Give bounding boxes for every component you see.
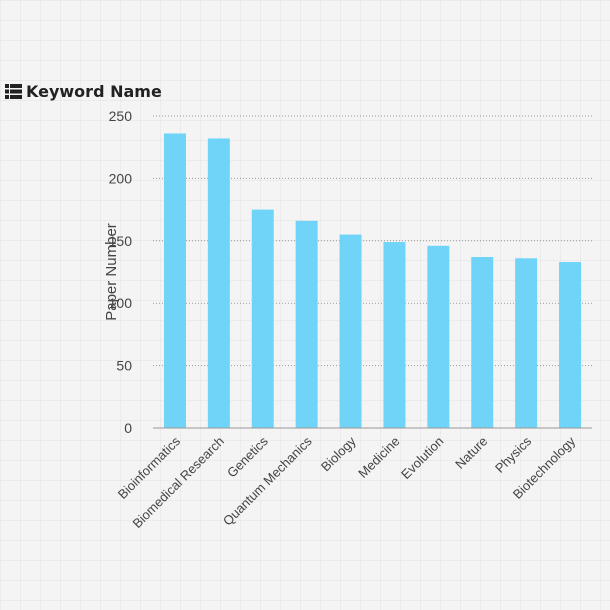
bar[interactable] — [207, 138, 230, 429]
x-tick-label: Evolution — [398, 434, 446, 482]
panel-header: Keyword Name — [5, 82, 162, 101]
x-tick-label: Physics — [492, 433, 535, 476]
y-tick-label: 250 — [109, 108, 133, 124]
list-icon — [5, 84, 22, 99]
x-tick-label: Biology — [318, 433, 359, 474]
y-tick-label: 0 — [124, 420, 132, 436]
x-tick-label: Nature — [452, 434, 490, 472]
x-tick-label: Medicine — [355, 434, 402, 481]
bars — [163, 133, 582, 429]
y-tick-label: 50 — [116, 358, 132, 374]
bar[interactable] — [427, 245, 450, 428]
y-tick-label: 100 — [109, 295, 133, 311]
bar[interactable] — [339, 234, 362, 428]
bar[interactable] — [559, 262, 582, 428]
y-tick-label: 200 — [109, 170, 133, 186]
bar[interactable] — [163, 133, 186, 429]
bar[interactable] — [471, 257, 494, 428]
bar[interactable] — [383, 242, 406, 428]
panel-title: Keyword Name — [26, 82, 162, 101]
gridlines — [153, 115, 592, 367]
bar[interactable] — [515, 258, 538, 428]
y-tick-label: 150 — [109, 233, 133, 249]
bar[interactable] — [251, 209, 274, 428]
bar[interactable] — [295, 220, 318, 428]
y-axis-label: Paper Number — [103, 223, 120, 321]
y-tick-labels: 0 50 100 150 200 250 — [109, 108, 133, 436]
